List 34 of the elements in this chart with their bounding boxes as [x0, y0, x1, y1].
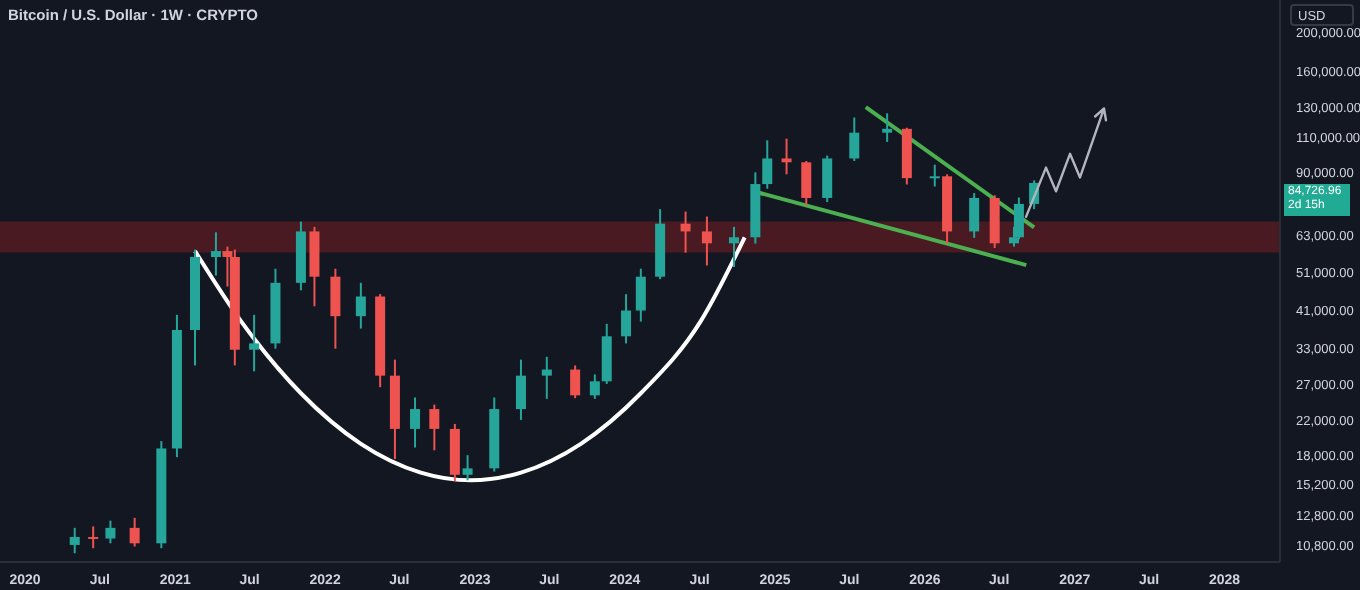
- candlestick: [515, 358, 526, 421]
- candlestick: [449, 422, 460, 483]
- candlestick: [969, 192, 980, 239]
- candlestick: [601, 322, 612, 385]
- line-series: [193, 235, 747, 483]
- candlestick: [729, 225, 740, 269]
- candlestick: [570, 364, 581, 400]
- candlestick: [429, 403, 440, 452]
- candlestick: [635, 267, 646, 323]
- candlestick: [541, 355, 552, 400]
- candlestick: [210, 231, 221, 277]
- candlestick: [621, 293, 632, 345]
- candlestick: [882, 112, 893, 143]
- candlestick: [701, 215, 712, 267]
- candlestick: [129, 516, 140, 548]
- candlestick: [762, 139, 773, 190]
- candlestick: [801, 160, 812, 207]
- candlestick: [105, 519, 116, 545]
- candlestick: [88, 525, 99, 550]
- candlestick: [589, 373, 600, 400]
- candlestick: [822, 154, 833, 204]
- candlestick: [330, 267, 341, 350]
- candlestick: [781, 137, 792, 176]
- candlestick: [309, 225, 320, 308]
- candlestick: [680, 210, 691, 254]
- candlestick: [1013, 196, 1024, 241]
- candlestick: [69, 526, 80, 555]
- candlestick: [849, 116, 860, 163]
- candlestick: [410, 396, 421, 449]
- candlestick: [249, 313, 260, 373]
- candlestick: [989, 194, 1000, 250]
- candlestick: [355, 281, 366, 330]
- candlestick: [929, 163, 940, 188]
- candlestick: [462, 454, 473, 482]
